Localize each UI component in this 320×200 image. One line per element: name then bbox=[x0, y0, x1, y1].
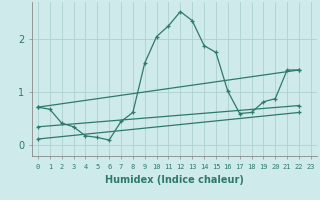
X-axis label: Humidex (Indice chaleur): Humidex (Indice chaleur) bbox=[105, 175, 244, 185]
